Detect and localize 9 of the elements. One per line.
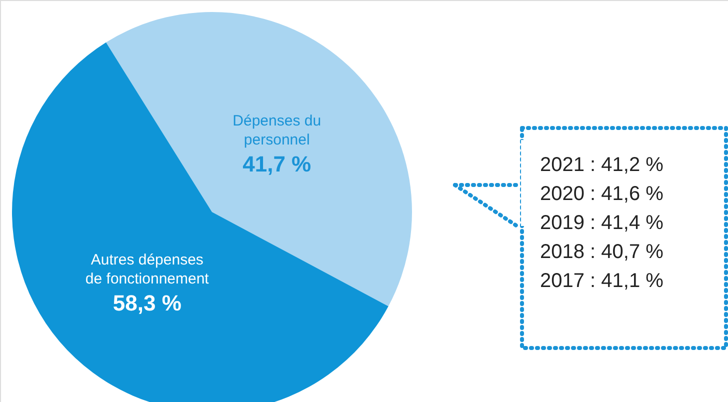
text: 2021 : 41,2 %: [540, 154, 664, 176]
text: 2017 : 41,1 %: [540, 270, 664, 292]
text: 2018 : 40,7 %: [540, 241, 664, 263]
data-label: 58,3 %: [112, 290, 182, 316]
data-label: 41,7 %: [242, 152, 312, 177]
text: 2019 : 41,4 %: [540, 212, 664, 234]
text: 2020 : 41,6 %: [540, 183, 664, 205]
slice-label: Autres dépenses de fonctionnement: [85, 251, 210, 288]
slice-label: Dépenses du personnel: [232, 112, 322, 149]
